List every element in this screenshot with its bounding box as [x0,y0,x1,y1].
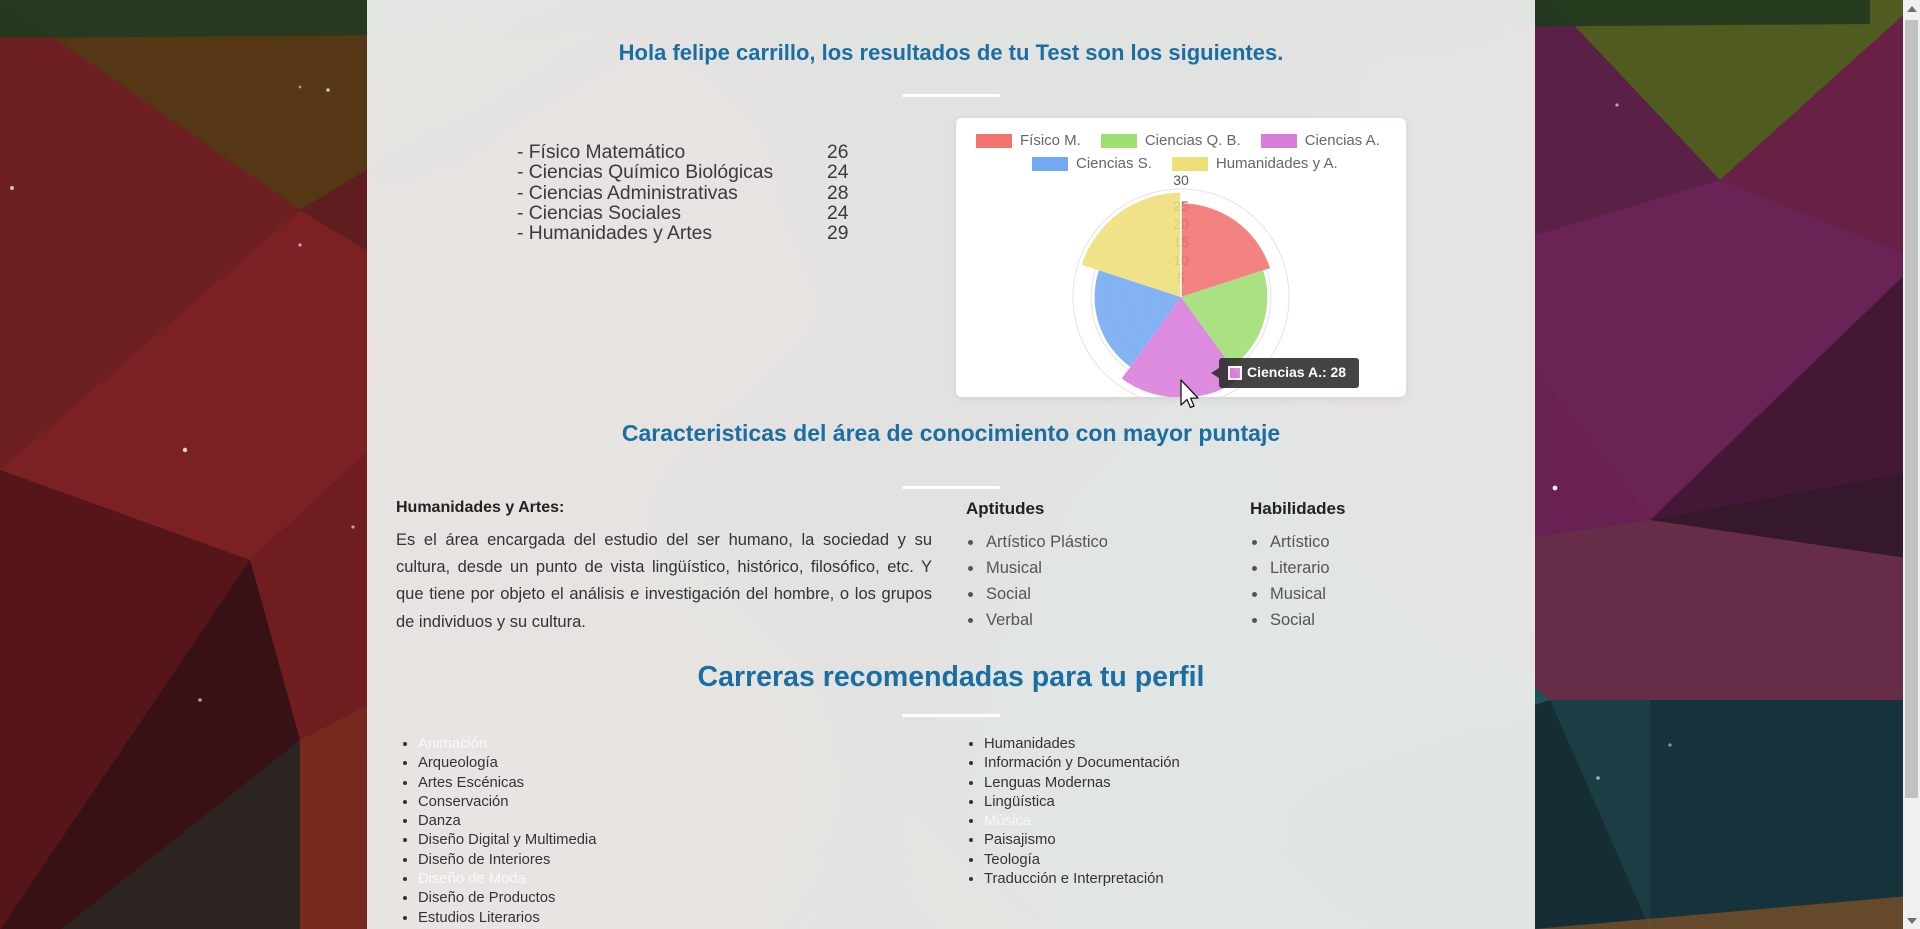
svg-text:Ciencias A.: 28: Ciencias A.: 28 [1247,364,1346,380]
svg-text:30: 30 [1173,172,1189,188]
